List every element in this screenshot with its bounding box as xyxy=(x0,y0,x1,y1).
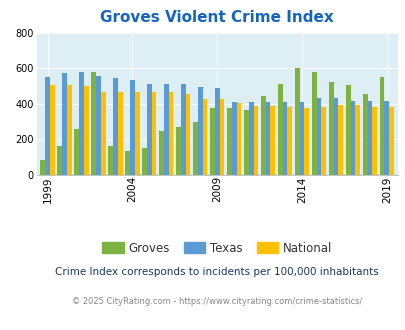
Text: Crime Index corresponds to incidents per 100,000 inhabitants: Crime Index corresponds to incidents per… xyxy=(55,267,378,277)
Bar xyxy=(299,102,304,175)
Bar xyxy=(164,84,168,175)
Bar xyxy=(74,129,79,175)
Bar xyxy=(134,92,139,175)
Bar xyxy=(117,92,122,175)
Bar xyxy=(185,94,190,175)
Bar xyxy=(304,108,308,175)
Bar xyxy=(168,92,173,175)
Bar xyxy=(209,108,214,175)
Bar xyxy=(108,146,113,175)
Bar xyxy=(130,80,134,175)
Bar xyxy=(316,98,321,175)
Legend: Groves, Texas, National: Groves, Texas, National xyxy=(98,237,336,259)
Bar xyxy=(265,102,270,175)
Bar xyxy=(260,96,265,175)
Bar xyxy=(219,99,224,175)
Bar xyxy=(248,102,253,175)
Bar xyxy=(253,106,258,175)
Bar xyxy=(159,130,164,175)
Bar xyxy=(236,103,241,175)
Bar xyxy=(62,73,67,175)
Bar xyxy=(337,105,342,175)
Bar xyxy=(176,127,181,175)
Bar xyxy=(125,151,130,175)
Text: Groves Violent Crime Index: Groves Violent Crime Index xyxy=(100,10,333,25)
Text: © 2025 CityRating.com - https://www.cityrating.com/crime-statistics/: © 2025 CityRating.com - https://www.city… xyxy=(72,297,362,306)
Bar xyxy=(328,82,333,175)
Bar xyxy=(57,147,62,175)
Bar xyxy=(379,77,384,175)
Bar xyxy=(151,91,156,175)
Bar xyxy=(282,102,287,175)
Bar xyxy=(45,77,50,175)
Bar xyxy=(202,99,207,175)
Bar xyxy=(147,83,151,175)
Bar xyxy=(142,148,147,175)
Bar xyxy=(384,101,388,175)
Bar xyxy=(226,108,231,175)
Bar xyxy=(197,87,202,175)
Bar xyxy=(40,160,45,175)
Bar xyxy=(193,122,197,175)
Bar xyxy=(362,94,367,175)
Bar xyxy=(345,85,350,175)
Bar xyxy=(113,78,117,175)
Bar xyxy=(84,86,88,175)
Bar xyxy=(91,72,96,175)
Bar xyxy=(231,102,236,175)
Bar xyxy=(333,98,337,175)
Bar xyxy=(277,84,282,175)
Bar xyxy=(243,110,248,175)
Bar xyxy=(214,88,219,175)
Bar xyxy=(96,77,100,175)
Bar xyxy=(321,107,325,175)
Bar xyxy=(354,105,359,175)
Bar xyxy=(350,101,354,175)
Bar xyxy=(181,84,185,175)
Bar xyxy=(287,108,292,175)
Bar xyxy=(100,91,105,175)
Bar xyxy=(50,85,55,175)
Bar xyxy=(388,107,393,175)
Bar xyxy=(371,107,376,175)
Bar xyxy=(294,68,299,175)
Bar xyxy=(367,101,371,175)
Bar xyxy=(79,72,84,175)
Bar xyxy=(311,72,316,175)
Bar xyxy=(270,106,275,175)
Bar xyxy=(67,85,71,175)
